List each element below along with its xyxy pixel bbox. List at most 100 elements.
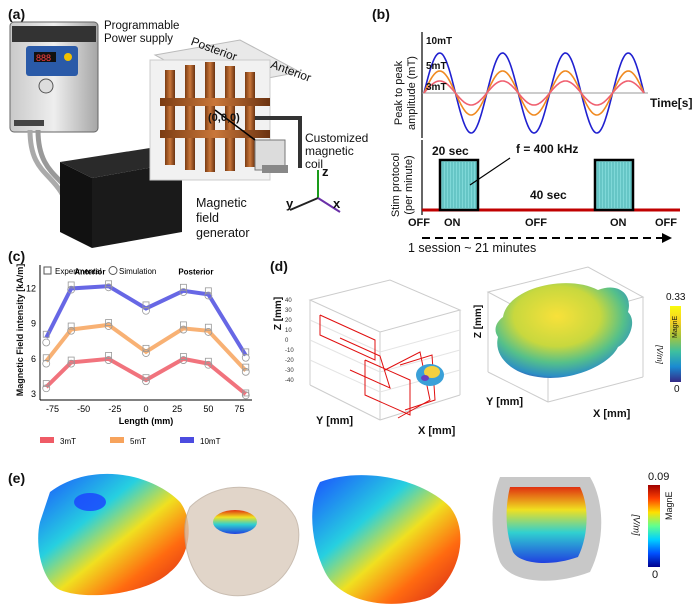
x-tick-label: 0 (143, 404, 148, 414)
experimental-point (67, 281, 75, 289)
region-anterior-label: Anterior (74, 267, 105, 276)
rat-head-colored (38, 473, 189, 596)
experimental-point (180, 283, 187, 291)
axis-z-label: z (322, 164, 329, 179)
coil-label: Customized magnetic coil (305, 131, 369, 171)
colorbar-e-unit: [V/m] (631, 514, 642, 536)
panel-d-label: (d) (270, 258, 288, 274)
simulation-point (42, 384, 51, 393)
ps-display: 888 (36, 53, 51, 63)
experimental-point (180, 321, 187, 329)
legend-label-3mT: 3mT (60, 437, 76, 446)
colorbar-d-unit: [V/m] (654, 345, 664, 364)
b-ylabel-top: Peak to peak amplitude (mT) (393, 56, 418, 130)
series-line-10mT (44, 284, 248, 357)
state-on-2: ON (610, 217, 627, 229)
session-label: 1 session ~ 21 minutes (408, 241, 537, 255)
state-off-1: OFF (408, 217, 430, 229)
legend-label-10mT: 10mT (200, 437, 221, 446)
simulation-point (104, 356, 113, 364)
d-left-zticks: 40 30 20 10 0 -10 -20 -30 -40 (285, 296, 294, 386)
rat-head-transparent (184, 486, 300, 597)
z-tick-label: -10 (285, 348, 294, 354)
sine-waves (423, 52, 645, 134)
axis-x-label: x (333, 196, 341, 211)
z-tick-label: 30 (285, 308, 292, 314)
state-on-1: ON (444, 217, 461, 229)
z-tick-label: 40 (285, 298, 292, 304)
z-tick-label: 10 (285, 328, 292, 334)
legend-label-5mT: 5mT (130, 437, 146, 446)
experimental-point (105, 351, 112, 359)
colorbar-d (670, 306, 681, 382)
legend-simulation-marker (108, 266, 118, 275)
coil-frame (149, 39, 302, 181)
brain-mesh (312, 475, 461, 604)
colorbar-d-min: 0 (674, 384, 680, 395)
experimental-point (204, 357, 212, 365)
panel-b-waveforms (421, 32, 680, 243)
region-posterior-label: Posterior (178, 267, 213, 276)
legend-experimental-marker (43, 266, 52, 275)
simulation-point (241, 367, 250, 376)
experimental-point (67, 356, 75, 364)
z-tick-label: -30 (285, 368, 294, 374)
origin-label: (0,0,0) (208, 112, 240, 124)
z-tick-label: -20 (285, 358, 294, 364)
experimental-point (204, 323, 212, 331)
y-tick-label: 3 (31, 389, 36, 399)
wave-5mT (423, 70, 645, 116)
d-right-z-label: Z [mm] (473, 304, 485, 339)
wave-10mT (423, 52, 645, 134)
experimental-point (142, 374, 150, 382)
d-left-y-label: Y [mm] (316, 415, 354, 427)
d-left-x-label: X [mm] (418, 425, 456, 437)
colorbar-e-max: 0.09 (648, 471, 670, 483)
experimental-point (105, 280, 112, 288)
experimental-point (204, 287, 212, 295)
experimental-point (242, 348, 250, 356)
panel-a-label: (a) (8, 6, 26, 22)
legend-experimental: Experimental (55, 267, 102, 276)
simulation-point (142, 349, 150, 357)
amp-label-3mT: 3mT (426, 82, 447, 93)
d-right-y-label: Y [mm] (486, 396, 524, 408)
colorbar-d-title: MagnE (672, 315, 679, 338)
simulation-point (204, 360, 213, 369)
colorbar-d-max: 0.33 (666, 292, 686, 303)
simulation-point (204, 291, 213, 300)
amp-label-5mT: 5mT (426, 61, 447, 72)
b-xlabel-top: Time[s] (650, 96, 693, 110)
panel-b-label: (b) (372, 6, 390, 22)
frequency-label: f = 400 kHz (516, 142, 579, 156)
off-duration-label: 40 sec (530, 188, 567, 202)
power-supply: 888 (9, 21, 99, 133)
amp-label-10mT: 10mT (426, 36, 453, 47)
panel-d-left-3d (308, 279, 462, 421)
panel-e-renderings (38, 473, 602, 604)
axis-y-label: y (286, 196, 294, 211)
simulation-point (241, 391, 250, 400)
z-tick-label: 0 (285, 338, 289, 344)
simulation-point (204, 328, 213, 336)
on-pulse-2 (593, 158, 635, 212)
legend-swatch-3mT (40, 437, 54, 443)
simulation-point (104, 322, 113, 330)
simulation-point (241, 353, 250, 362)
experimental-point (242, 363, 250, 371)
x-tick-label: 50 (203, 404, 213, 414)
y-tick-label: 12 (26, 283, 36, 293)
experimental-point (142, 301, 150, 309)
brain-surface-d (495, 283, 633, 378)
simulation-point (179, 325, 188, 334)
simulation-point (104, 283, 113, 292)
generator-label: Magnetic field generator (196, 196, 250, 240)
panel-e-label: (e) (8, 470, 26, 486)
simulation-point (42, 338, 51, 347)
d-right-x-label: X [mm] (593, 408, 631, 420)
simulation-point (67, 326, 76, 335)
colorbar-e-title: MagnE (664, 491, 674, 520)
series-line-5mT (44, 322, 248, 373)
field-intensity-chart: -75 -50 -25 0 25 50 75 3 6 9 12 Length (mm) Experime… (26, 265, 252, 446)
panel-c-label: (c) (8, 248, 26, 264)
